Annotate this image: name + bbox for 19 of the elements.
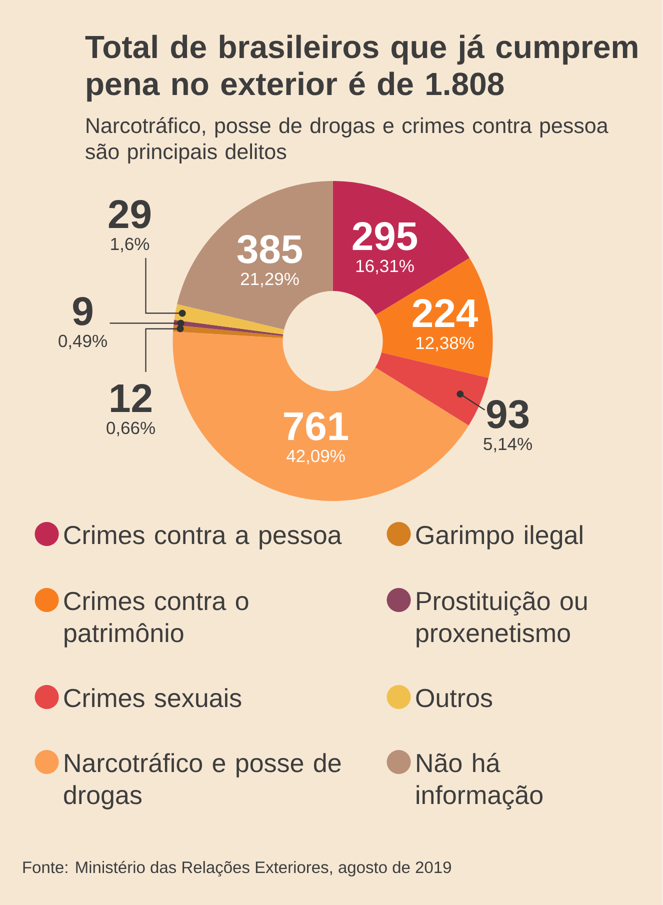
data-label: 12 0,66%: [106, 384, 156, 436]
legend-label: Não há informação: [416, 752, 543, 810]
legend-label: Crimes sexuais: [64, 688, 242, 708]
legend-label: Outros: [416, 688, 492, 708]
source-note: Fonte: Ministério das Relações Exteriores, agosto de 2019: [23, 860, 452, 877]
legend-label: Crimes contra o patrimônio: [64, 591, 248, 648]
chart-subtitle: Narcotráfico, posse de drogas e crimes contra pessoa são principais delitos: [86, 117, 608, 164]
data-label: 93 5,14%: [484, 400, 532, 452]
data-label: 9 $_{0,49%}$: [58, 297, 108, 350]
data-label: 761 42,09%: [284, 412, 348, 464]
data-label: 295 16,31%: [352, 222, 418, 274]
legend-label: Garimpo ilegal: [416, 525, 582, 550]
data-label: 224 12,38%: [412, 299, 478, 352]
legend-label: Narcotráfico e posse de drogas: [64, 752, 341, 810]
data-label: 29 1,6%: [109, 200, 151, 252]
legend-label: Crimes contra a pessoa: [64, 525, 342, 550]
chart-title: Total de brasileiros que já cumprem pena no exterior é de 1.808: [85, 34, 638, 102]
data-label: 385 21,29%: [237, 235, 302, 288]
legend-label: Prostituição ou proxenetismo: [416, 591, 587, 648]
